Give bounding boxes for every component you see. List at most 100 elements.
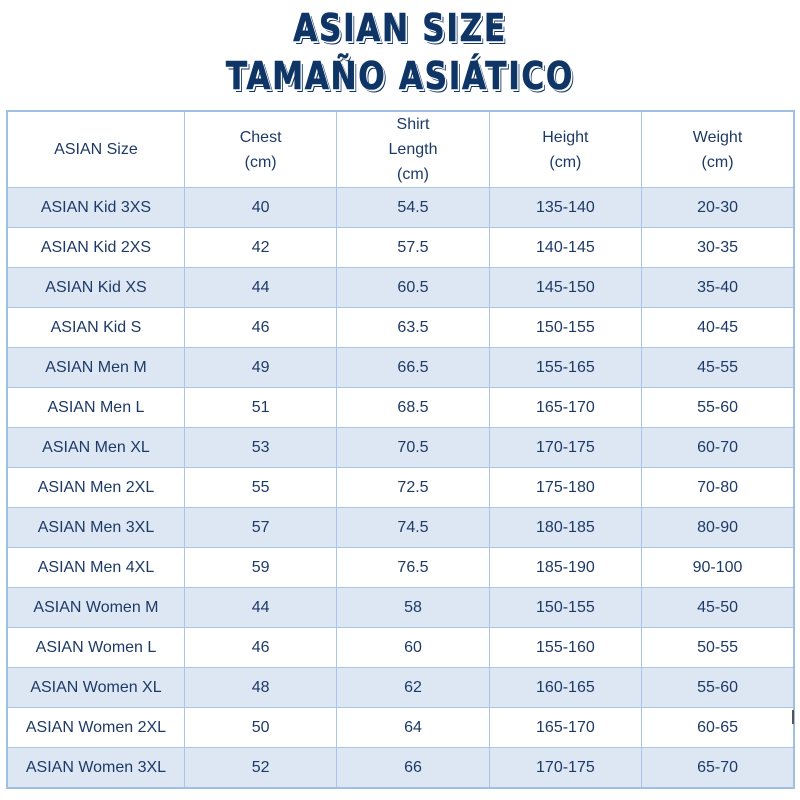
cell-weight: 20-30: [641, 187, 795, 228]
cell-shirt-length: 70.5: [336, 427, 490, 468]
cell-height: 160-165: [488, 667, 643, 708]
cell-weight: 80-90: [641, 507, 795, 548]
edge-mark: [792, 710, 794, 724]
table-row: ASIAN Kid 3XS 40 54.5 135-140 20-30: [6, 187, 795, 228]
cell-weight: 35-40: [641, 267, 795, 308]
cell-shirt-length: 60: [336, 627, 490, 668]
cell-size: ASIAN Women 2XL: [6, 707, 185, 748]
table-row: ASIAN Women 2XL 50 64 165-170 60-65: [6, 707, 795, 748]
cell-shirt-length: 62: [336, 667, 490, 708]
table-row: ASIAN Kid XS 44 60.5 145-150 35-40: [6, 267, 795, 308]
cell-shirt-length: 58: [336, 587, 490, 628]
cell-height: 185-190: [488, 547, 643, 588]
cell-shirt-length: 72.5: [336, 467, 490, 508]
cell-size: ASIAN Kid 3XS: [6, 187, 185, 228]
cell-height: 170-175: [488, 747, 643, 789]
cell-height: 145-150: [488, 267, 643, 308]
table-row: ASIAN Men 3XL 57 74.5 180-185 80-90: [6, 507, 795, 548]
cell-height: 155-165: [488, 347, 643, 388]
header-shirt-length: Shirt Length (cm): [336, 110, 490, 188]
cell-weight: 65-70: [641, 747, 795, 789]
cell-shirt-length: 54.5: [336, 187, 490, 228]
cell-size: ASIAN Women M: [6, 587, 185, 628]
title-block: ASIAN SIZE TAMAÑO ASIÁTICO: [0, 0, 800, 108]
cell-chest: 46: [183, 307, 338, 348]
cell-weight: 60-65: [641, 707, 795, 748]
cell-chest: 46: [183, 627, 338, 668]
cell-height: 135-140: [488, 187, 643, 228]
table-row: ASIAN Women XL 48 62 160-165 55-60: [6, 667, 795, 708]
cell-shirt-length: 66.5: [336, 347, 490, 388]
cell-shirt-length: 64: [336, 707, 490, 748]
cell-shirt-length: 57.5: [336, 227, 490, 268]
cell-size: ASIAN Men 2XL: [6, 467, 185, 508]
cell-weight: 55-60: [641, 387, 795, 428]
table-row: ASIAN Men 2XL 55 72.5 175-180 70-80: [6, 467, 795, 508]
cell-weight: 90-100: [641, 547, 795, 588]
cell-weight: 45-55: [641, 347, 795, 388]
cell-shirt-length: 63.5: [336, 307, 490, 348]
cell-size: ASIAN Women XL: [6, 667, 185, 708]
cell-height: 170-175: [488, 427, 643, 468]
cell-height: 140-145: [488, 227, 643, 268]
table-row: ASIAN Men XL 53 70.5 170-175 60-70: [6, 427, 795, 468]
cell-size: ASIAN Kid 2XS: [6, 227, 185, 268]
cell-chest: 40: [183, 187, 338, 228]
cell-chest: 42: [183, 227, 338, 268]
cell-chest: 51: [183, 387, 338, 428]
cell-shirt-length: 66: [336, 747, 490, 789]
cell-size: ASIAN Kid S: [6, 307, 185, 348]
cell-height: 165-170: [488, 387, 643, 428]
cell-size: ASIAN Kid XS: [6, 267, 185, 308]
cell-size: ASIAN Men 3XL: [6, 507, 185, 548]
cell-shirt-length: 60.5: [336, 267, 490, 308]
header-chest: Chest (cm): [183, 110, 338, 188]
cell-weight: 45-50: [641, 587, 795, 628]
cell-size: ASIAN Men L: [6, 387, 185, 428]
cell-chest: 59: [183, 547, 338, 588]
table-row: ASIAN Kid S 46 63.5 150-155 40-45: [6, 307, 795, 348]
cell-size: ASIAN Men XL: [6, 427, 185, 468]
cell-weight: 30-35: [641, 227, 795, 268]
table-body: ASIAN Kid 3XS 40 54.5 135-140 20-30 ASIAN Kid…: [6, 187, 795, 789]
header-size: ASIAN Size: [6, 110, 185, 188]
cell-chest: 48: [183, 667, 338, 708]
table-row: ASIAN Men 4XL 59 76.5 185-190 90-100: [6, 547, 795, 588]
cell-chest: 49: [183, 347, 338, 388]
cell-weight: 40-45: [641, 307, 795, 348]
cell-chest: 44: [183, 267, 338, 308]
cell-weight: 60-70: [641, 427, 795, 468]
cell-height: 165-170: [488, 707, 643, 748]
table-row: ASIAN Women L 46 60 155-160 50-55: [6, 627, 795, 668]
cell-size: ASIAN Men M: [6, 347, 185, 388]
table-row: ASIAN Women 3XL 52 66 170-175 65-70: [6, 747, 795, 789]
cell-shirt-length: 74.5: [336, 507, 490, 548]
cell-size: ASIAN Women L: [6, 627, 185, 668]
table-row: ASIAN Men M 49 66.5 155-165 45-55: [6, 347, 795, 388]
cell-chest: 53: [183, 427, 338, 468]
cell-height: 150-155: [488, 587, 643, 628]
size-chart-table: ASIAN Size Chest (cm) Shirt Length (cm) …: [6, 110, 795, 789]
cell-height: 175-180: [488, 467, 643, 508]
cell-size: ASIAN Men 4XL: [6, 547, 185, 588]
cell-weight: 50-55: [641, 627, 795, 668]
cell-weight: 55-60: [641, 667, 795, 708]
cell-weight: 70-80: [641, 467, 795, 508]
cell-height: 155-160: [488, 627, 643, 668]
title-spanish: TAMAÑO ASIÁTICO: [225, 54, 575, 99]
header-weight: Weight (cm): [641, 110, 795, 188]
cell-height: 150-155: [488, 307, 643, 348]
cell-shirt-length: 76.5: [336, 547, 490, 588]
cell-chest: 52: [183, 747, 338, 789]
title-english: ASIAN SIZE: [293, 6, 507, 51]
cell-chest: 44: [183, 587, 338, 628]
header-height: Height (cm): [488, 110, 643, 188]
header-row: ASIAN Size Chest (cm) Shirt Length (cm) …: [6, 110, 795, 188]
cell-height: 180-185: [488, 507, 643, 548]
table-row: ASIAN Men L 51 68.5 165-170 55-60: [6, 387, 795, 428]
table-row: ASIAN Kid 2XS 42 57.5 140-145 30-35: [6, 227, 795, 268]
cell-size: ASIAN Women 3XL: [6, 747, 185, 789]
cell-shirt-length: 68.5: [336, 387, 490, 428]
cell-chest: 57: [183, 507, 338, 548]
table-row: ASIAN Women M 44 58 150-155 45-50: [6, 587, 795, 628]
